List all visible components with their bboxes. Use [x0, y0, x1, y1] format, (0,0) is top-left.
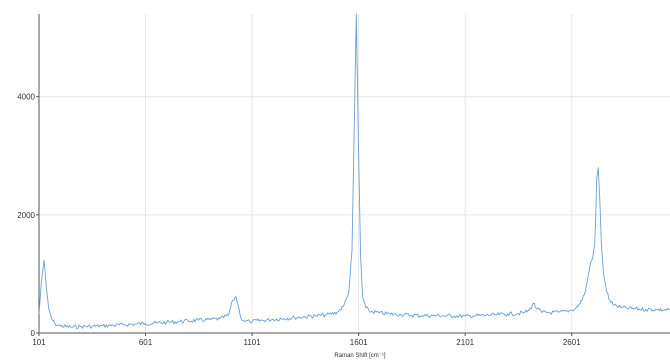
spectrum-line: [38, 13, 670, 330]
y-tick-label: 0: [31, 329, 36, 338]
tick-labels: 101 601 1101 1601 2101 2601 0 2000 4000: [17, 93, 581, 347]
y-tick-label: 2000: [17, 211, 35, 220]
grid-lines: [39, 14, 670, 333]
x-tick-label: 1601: [350, 338, 368, 347]
axes: [36, 14, 670, 336]
y-tick-label: 4000: [17, 93, 35, 102]
x-tick-label: 1101: [244, 338, 262, 347]
x-tick-label: 601: [139, 338, 153, 347]
x-tick-label: 2101: [456, 338, 474, 347]
x-tick-label: 101: [32, 338, 46, 347]
x-tick-label: 2601: [563, 338, 581, 347]
series-layer: [38, 13, 670, 330]
x-axis-title: Raman Shift [cm⁻¹]: [334, 353, 386, 359]
